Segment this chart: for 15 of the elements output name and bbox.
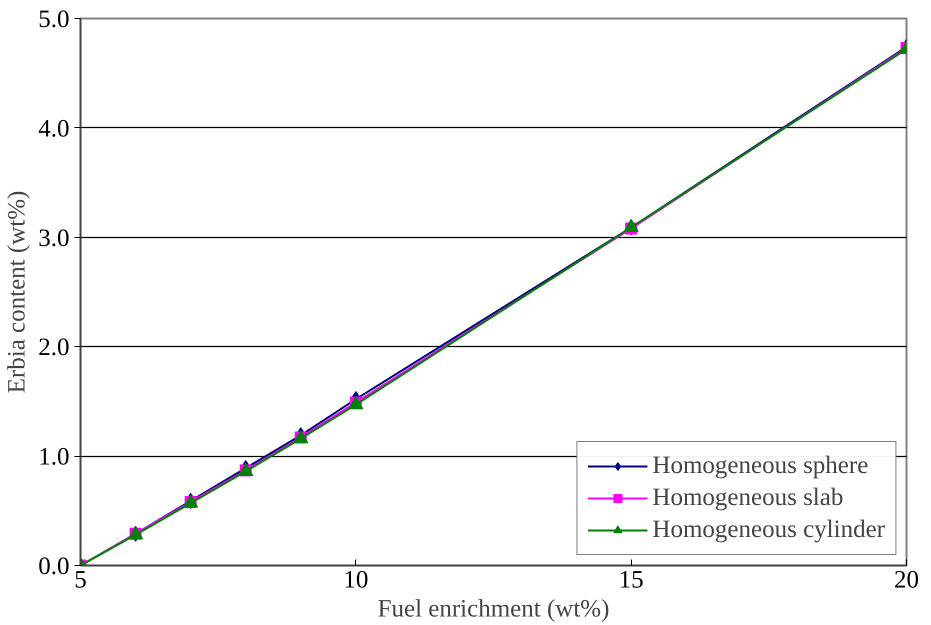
legend-label: Homogeneous slab	[652, 484, 844, 512]
y-tick-label: 5.0	[38, 6, 70, 33]
y-tick-label: 0.0	[38, 553, 70, 580]
y-tick-label: 1.0	[38, 444, 70, 471]
legend-label: Homogeneous cylinder	[652, 516, 885, 544]
x-tick-label: 15	[618, 566, 644, 594]
x-tick-label: 10	[343, 566, 368, 594]
y-tick-label: 3.0	[38, 224, 70, 252]
y-axis-title: Erbia content (wt%)	[3, 190, 30, 394]
x-tick-label: 5	[74, 566, 87, 594]
x-tick-label: 20	[894, 566, 919, 594]
y-tick-label: 4.0	[38, 115, 70, 142]
y-tick-label: 2.0	[38, 334, 70, 362]
legend-label: Homogeneous sphere	[652, 452, 868, 480]
x-axis-title: Fuel enrichment (wt%)	[378, 596, 610, 622]
